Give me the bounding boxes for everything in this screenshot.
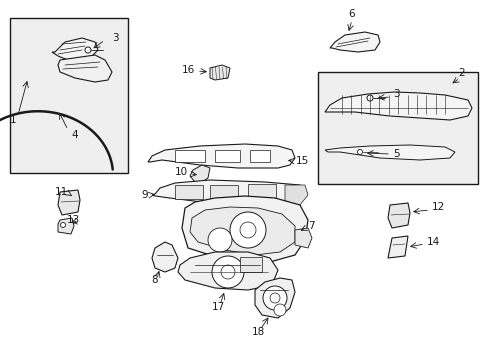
Circle shape [212, 256, 244, 288]
Text: 12: 12 [431, 202, 445, 212]
Circle shape [366, 95, 372, 101]
Polygon shape [148, 144, 294, 168]
Text: 11: 11 [55, 187, 68, 197]
Text: 7: 7 [307, 221, 314, 231]
Text: 3: 3 [112, 33, 119, 43]
Bar [209, 185, 238, 199]
Polygon shape [387, 236, 407, 258]
Bar [175, 185, 203, 199]
Circle shape [229, 212, 265, 248]
Text: 4: 4 [72, 130, 78, 140]
Circle shape [221, 265, 235, 279]
Circle shape [61, 222, 65, 228]
Polygon shape [152, 242, 178, 272]
Polygon shape [329, 32, 379, 52]
Text: 9: 9 [141, 190, 148, 200]
Bar [317, 72, 477, 184]
Polygon shape [190, 207, 294, 255]
Polygon shape [294, 228, 311, 248]
Text: 15: 15 [295, 156, 308, 166]
Circle shape [240, 222, 256, 238]
Polygon shape [325, 92, 471, 120]
Circle shape [207, 228, 231, 252]
Text: 3: 3 [392, 89, 399, 99]
Polygon shape [190, 165, 209, 182]
Polygon shape [58, 218, 74, 234]
Polygon shape [209, 65, 229, 80]
Text: 13: 13 [67, 215, 80, 225]
Text: 10: 10 [175, 167, 187, 177]
Text: 18: 18 [251, 327, 264, 337]
Text: 2: 2 [457, 68, 464, 78]
Polygon shape [254, 278, 294, 318]
Bar [249, 150, 269, 162]
Circle shape [273, 304, 285, 316]
Polygon shape [285, 185, 307, 205]
Text: 6: 6 [348, 9, 355, 19]
Text: 8: 8 [151, 275, 158, 285]
Polygon shape [52, 38, 98, 62]
Polygon shape [387, 203, 409, 228]
Text: 16: 16 [182, 65, 195, 75]
Polygon shape [58, 190, 80, 215]
Polygon shape [325, 145, 454, 160]
Text: 14: 14 [426, 237, 439, 247]
Bar [240, 257, 262, 272]
Circle shape [85, 47, 91, 53]
Bar [175, 150, 204, 162]
Polygon shape [182, 196, 307, 262]
Bar [247, 184, 275, 198]
Text: 5: 5 [392, 149, 399, 159]
Polygon shape [152, 180, 305, 205]
Text: 17: 17 [211, 302, 224, 312]
Circle shape [357, 149, 362, 154]
Bar [215, 150, 240, 162]
Polygon shape [58, 55, 112, 82]
Polygon shape [178, 252, 278, 290]
Circle shape [269, 293, 280, 303]
Circle shape [263, 286, 286, 310]
Bar [10, 18, 128, 173]
Text: 1: 1 [10, 115, 16, 125]
